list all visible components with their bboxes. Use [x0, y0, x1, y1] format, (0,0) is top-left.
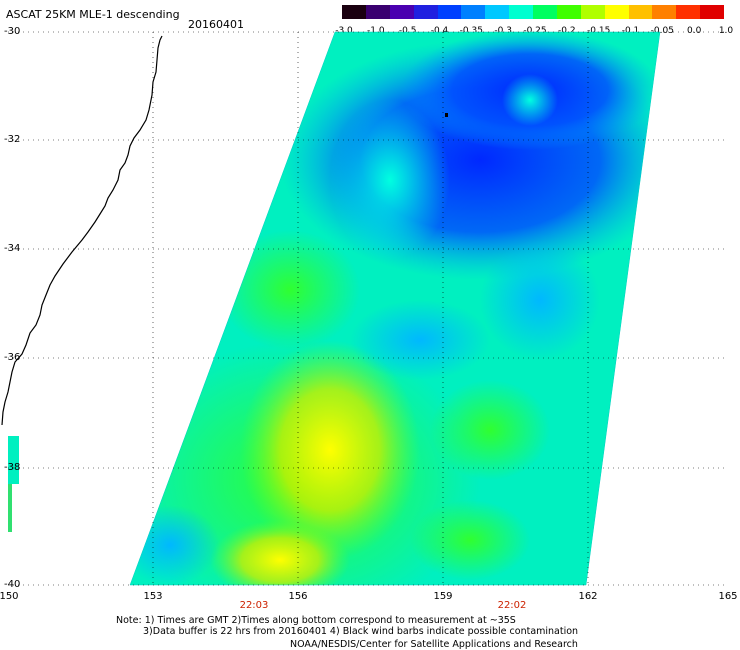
colorbar-label: -0.2 [558, 26, 576, 36]
notes: Note: 1) Times are GMT 2)Times along bot… [116, 615, 578, 637]
colorbar-swatch [437, 5, 462, 19]
colorbar-label: -0.1 [621, 26, 640, 36]
colorbar-swatch [652, 5, 677, 19]
colorbar-swatch [604, 5, 629, 19]
colorbar-label: -0.4 [430, 26, 449, 36]
colorbar-swatch [342, 5, 366, 19]
colorbar [342, 5, 724, 19]
lon-label-165: 165 [718, 591, 738, 602]
lat-label-30: -30 [4, 26, 21, 37]
wind-barb-mark [445, 113, 448, 117]
colorbar-label: -1.0 [367, 26, 385, 36]
colorbar-swatch [580, 5, 605, 19]
swath-outline [129, 31, 661, 586]
lon-label-150: 150 [0, 591, 19, 602]
colorbar-label: -0.05 [650, 26, 674, 36]
colorbar-label: 1.0 [718, 26, 734, 36]
colorbar-swatch [365, 5, 390, 19]
credit: NOAA/NESDIS/Center for Satellite Applica… [290, 639, 578, 650]
coastal-strip [8, 436, 19, 484]
time-label-1: 22:03 [239, 600, 269, 611]
swath-data [130, 32, 660, 585]
note-line-1: Note: 1) Times are GMT 2)Times along bot… [116, 615, 516, 626]
coastline [1, 35, 163, 426]
colorbar-swatch [413, 5, 438, 19]
lat-label-32: -32 [4, 134, 21, 145]
colorbar-label: 0.0 [686, 26, 702, 36]
time-label-2: 22:02 [497, 600, 527, 611]
lat-label-34: -34 [4, 243, 21, 254]
colorbar-swatch [485, 5, 510, 19]
colorbar-swatch [461, 5, 486, 19]
colorbar-label: -0.15 [587, 26, 611, 36]
colorbar-label: -3.0 [335, 26, 353, 36]
lon-label-153: 153 [143, 591, 163, 602]
lon-label-162: 162 [578, 591, 598, 602]
colorbar-swatch [389, 5, 414, 19]
product-title: ASCAT 25KM MLE-1 descending [6, 8, 180, 21]
colorbar-labels: -3.0 -1.0 -0.5 -0.4 -0.35 -0.3 -0.25 -0.2 -0.15-… [330, 26, 740, 38]
lat-label-40: -40 [4, 579, 21, 590]
note-line-2: 3)Data buffer is 22 hrs from 20160401 4)… [143, 626, 579, 637]
colorbar-swatch [509, 5, 533, 19]
product-date: 20160401 [188, 18, 244, 31]
colorbar-swatch [628, 5, 653, 19]
colorbar-swatch [533, 5, 557, 19]
colorbar-swatch [556, 5, 581, 19]
lon-label-156: 156 [288, 591, 308, 602]
colorbar-swatch [676, 5, 701, 19]
lat-label-36: -36 [4, 352, 21, 363]
colorbar-label: -0.3 [494, 26, 512, 36]
colorbar-label: -0.35 [459, 26, 483, 36]
lon-label-159: 159 [433, 591, 453, 602]
colorbar-swatch [700, 5, 724, 19]
colorbar-label: -0.5 [398, 26, 417, 36]
colorbar-label: -0.25 [523, 26, 547, 36]
lat-label-38: -38 [4, 462, 21, 473]
gridlines [8, 31, 728, 586]
